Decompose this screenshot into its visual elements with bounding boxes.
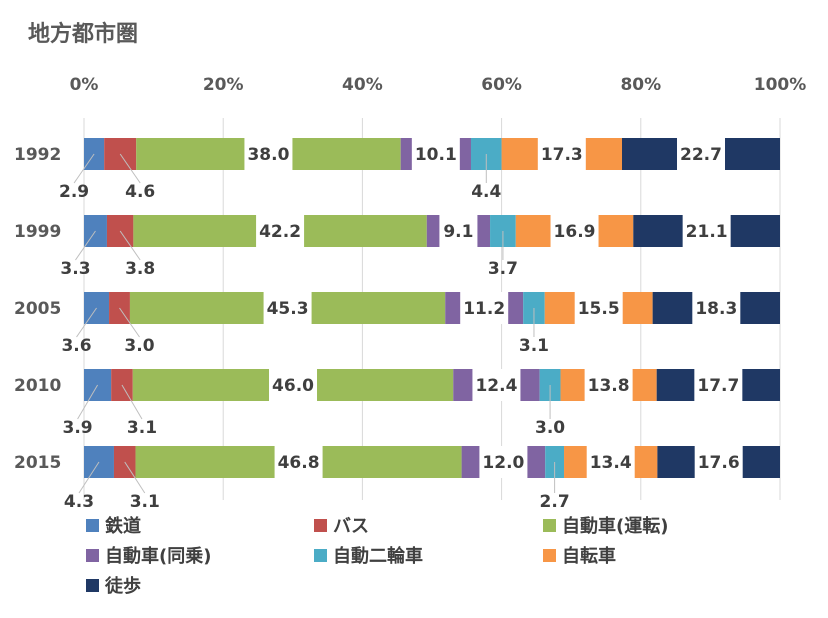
legend-label: 鉄道 (105, 515, 141, 537)
data-label: 9.1 (443, 222, 473, 242)
data-label: 3.6 (61, 336, 91, 356)
data-label: 16.9 (554, 222, 596, 242)
legend-swatch (543, 549, 556, 562)
data-label: 4.3 (64, 492, 94, 512)
data-label: 3.1 (127, 418, 157, 438)
data-label: 45.3 (267, 299, 309, 319)
category-label: 2010 (14, 376, 61, 396)
category-label: 2015 (14, 453, 61, 473)
leader-line (124, 461, 146, 494)
legend-swatch (86, 519, 99, 532)
data-label-bg (269, 369, 318, 401)
chart-title: 地方都市圏 (28, 22, 139, 47)
data-label-bg (274, 446, 323, 478)
legend-label: 自動車(同乗) (105, 545, 211, 567)
x-tick-label: 80% (620, 75, 661, 95)
data-label: 3.8 (125, 259, 155, 279)
data-label: 38.0 (247, 145, 289, 165)
data-label: 21.1 (686, 222, 728, 242)
data-label: 17.3 (541, 145, 583, 165)
data-label: 11.2 (463, 299, 505, 319)
data-label-bg (479, 446, 528, 478)
data-label: 12.0 (482, 453, 524, 473)
x-tick-label: 0% (70, 75, 99, 95)
legend-label: 自動二輪車 (333, 545, 423, 567)
data-label-bg (263, 292, 312, 324)
data-label: 12.4 (475, 376, 517, 396)
data-label: 3.1 (130, 492, 160, 512)
data-label: 2.9 (59, 182, 89, 202)
data-label-bg (411, 138, 460, 170)
leader-line (78, 461, 100, 494)
data-label-bg (472, 369, 521, 401)
data-label: 3.7 (488, 259, 518, 279)
data-label: 18.3 (695, 299, 737, 319)
data-label: 3.9 (63, 418, 93, 438)
data-label: 15.5 (578, 299, 620, 319)
data-label: 13.4 (590, 453, 632, 473)
data-label-bg (682, 215, 731, 247)
data-label-bg (694, 369, 743, 401)
leader-line (76, 307, 97, 338)
data-label-bg (439, 215, 478, 247)
data-label-bg (694, 446, 743, 478)
legend-label: 徒歩 (104, 575, 141, 597)
data-label-bg (692, 292, 741, 324)
data-label-bg (584, 369, 633, 401)
legend-swatch (314, 549, 327, 562)
data-label: 3.0 (124, 336, 154, 356)
x-tick-label: 60% (481, 75, 522, 95)
data-label: 3.1 (519, 336, 549, 356)
legend-label: 自転車 (562, 545, 616, 567)
data-label: 42.2 (259, 222, 301, 242)
data-label: 4.4 (471, 182, 501, 202)
data-label-bg (537, 138, 586, 170)
leader-line (119, 153, 141, 184)
data-label: 46.0 (272, 376, 314, 396)
data-label-bg (574, 292, 623, 324)
data-label: 17.7 (697, 376, 739, 396)
data-label: 2.7 (540, 492, 570, 512)
legend-label: バス (333, 516, 369, 537)
legend-label: 自動車(運転) (562, 515, 668, 537)
data-label-bg (677, 138, 726, 170)
data-label: 3.0 (535, 418, 565, 438)
data-label-bg (256, 215, 305, 247)
data-label: 22.7 (680, 145, 722, 165)
legend-swatch (543, 519, 556, 532)
leader-line (77, 384, 99, 420)
data-label-bg (550, 215, 599, 247)
legend-swatch (86, 549, 99, 562)
x-tick-label: 20% (203, 75, 244, 95)
data-label: 10.1 (415, 145, 457, 165)
data-label-bg (244, 138, 293, 170)
leader-line (73, 153, 95, 184)
leader-line (121, 384, 143, 420)
legend-swatch (314, 519, 327, 532)
data-label-bg (460, 292, 509, 324)
data-label: 4.6 (125, 182, 155, 202)
x-tick-label: 100% (754, 75, 807, 95)
leader-line (119, 307, 140, 338)
category-label: 2005 (14, 299, 61, 319)
data-label: 13.8 (588, 376, 630, 396)
data-label: 17.6 (698, 453, 740, 473)
data-label: 46.8 (278, 453, 320, 473)
x-tick-label: 40% (342, 75, 383, 95)
legend-swatch (86, 579, 99, 592)
category-label: 1992 (14, 145, 61, 165)
data-label: 3.3 (60, 259, 90, 279)
leader-line (119, 230, 141, 261)
leader-line (75, 230, 96, 261)
category-label: 1999 (14, 222, 61, 242)
data-label-bg (586, 446, 635, 478)
